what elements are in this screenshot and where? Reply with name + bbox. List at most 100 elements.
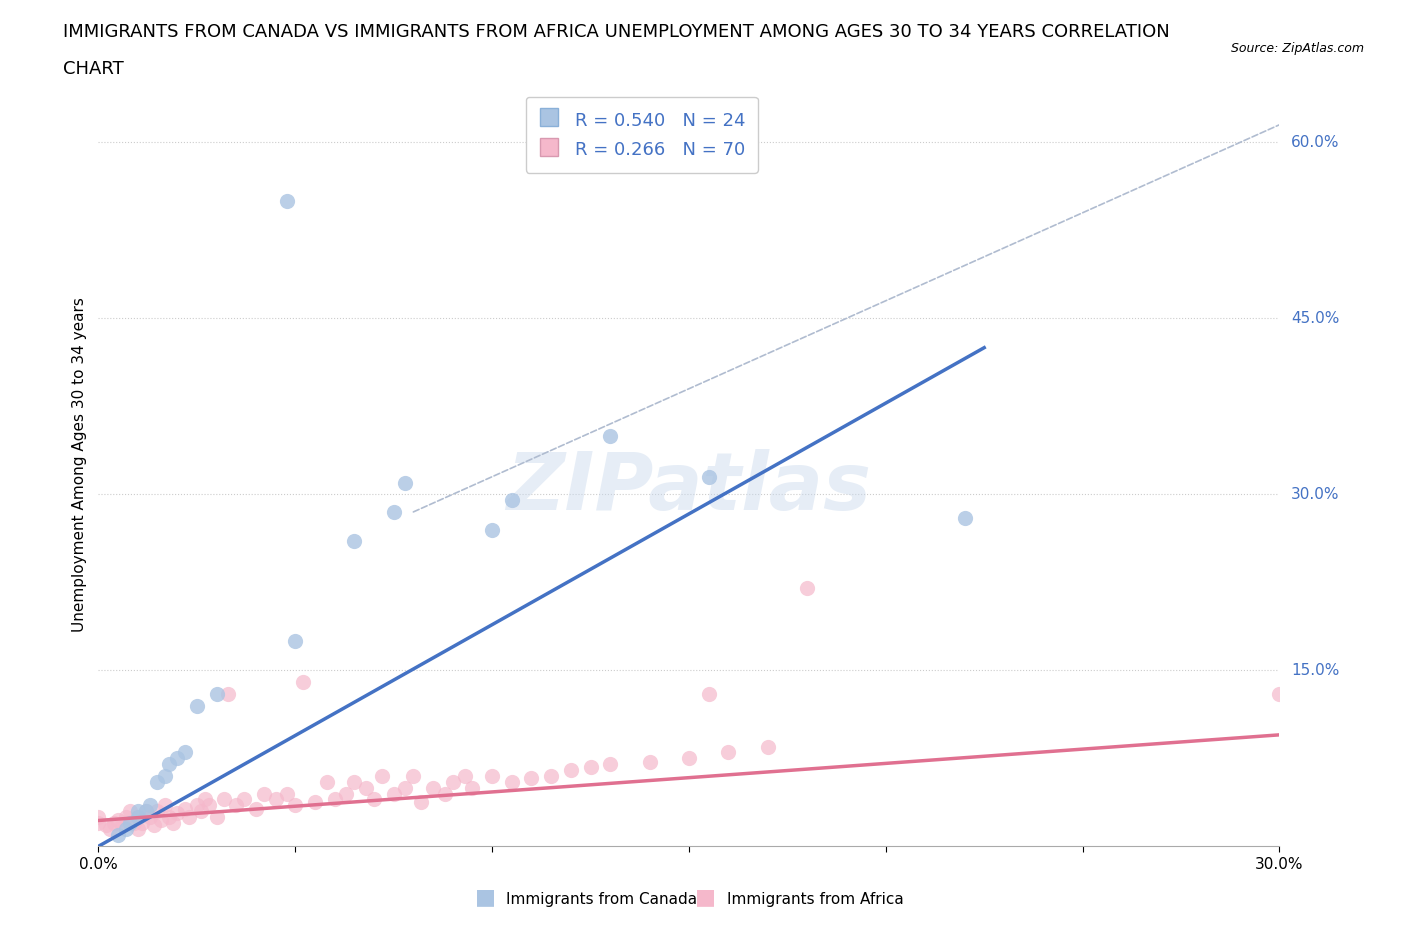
Point bbox=[276, 193, 298, 208]
Point bbox=[107, 813, 129, 828]
Point bbox=[501, 493, 523, 508]
Point bbox=[118, 816, 141, 830]
Text: Immigrants from Canada: Immigrants from Canada bbox=[506, 892, 697, 907]
Point bbox=[135, 804, 157, 818]
Point bbox=[481, 768, 503, 783]
Point bbox=[796, 580, 818, 595]
Point bbox=[87, 816, 110, 830]
Point bbox=[394, 780, 416, 795]
Point bbox=[127, 804, 149, 818]
Point bbox=[118, 804, 141, 818]
Point bbox=[382, 504, 405, 519]
Point bbox=[166, 751, 188, 765]
Point bbox=[127, 809, 149, 824]
Point bbox=[157, 757, 180, 772]
Point bbox=[131, 816, 153, 830]
Point bbox=[540, 768, 562, 783]
Point bbox=[214, 792, 236, 807]
Point bbox=[284, 798, 307, 813]
Point bbox=[343, 534, 366, 549]
Point bbox=[174, 745, 197, 760]
Point bbox=[115, 821, 138, 836]
Point bbox=[138, 798, 160, 813]
Point bbox=[402, 768, 425, 783]
Point bbox=[441, 775, 464, 790]
Point bbox=[1268, 686, 1291, 701]
Point bbox=[394, 475, 416, 490]
Text: ZIPatlas: ZIPatlas bbox=[506, 449, 872, 527]
Point bbox=[697, 686, 720, 701]
Point bbox=[135, 804, 157, 818]
Point bbox=[315, 775, 337, 790]
Point bbox=[87, 809, 110, 824]
Point bbox=[174, 802, 197, 817]
Point bbox=[138, 809, 160, 824]
Point bbox=[233, 792, 256, 807]
Point bbox=[304, 794, 326, 809]
Point bbox=[678, 751, 700, 765]
Point bbox=[599, 757, 621, 772]
Text: 60.0%: 60.0% bbox=[1291, 135, 1340, 150]
Point bbox=[264, 792, 287, 807]
Text: ■: ■ bbox=[475, 886, 495, 907]
Text: 30.0%: 30.0% bbox=[1291, 486, 1340, 502]
Point bbox=[103, 816, 125, 830]
Point bbox=[186, 798, 208, 813]
Text: Immigrants from Africa: Immigrants from Africa bbox=[727, 892, 904, 907]
Point bbox=[115, 809, 138, 824]
Text: 45.0%: 45.0% bbox=[1291, 311, 1340, 325]
Text: 15.0%: 15.0% bbox=[1291, 663, 1340, 678]
Point bbox=[697, 470, 720, 485]
Text: Source: ZipAtlas.com: Source: ZipAtlas.com bbox=[1230, 42, 1364, 55]
Point bbox=[363, 792, 385, 807]
Point bbox=[756, 739, 779, 754]
Point bbox=[107, 827, 129, 842]
Point bbox=[382, 786, 405, 801]
Point bbox=[245, 802, 267, 817]
Point bbox=[520, 771, 543, 786]
Point bbox=[162, 816, 184, 830]
Point bbox=[422, 780, 444, 795]
Point bbox=[599, 428, 621, 443]
Point bbox=[157, 809, 180, 824]
Point bbox=[453, 768, 475, 783]
Point bbox=[142, 817, 165, 832]
Point bbox=[343, 775, 366, 790]
Point bbox=[354, 780, 377, 795]
Point bbox=[186, 698, 208, 713]
Y-axis label: Unemployment Among Ages 30 to 34 years: Unemployment Among Ages 30 to 34 years bbox=[72, 298, 87, 632]
Point bbox=[111, 817, 134, 832]
Point bbox=[127, 809, 149, 824]
Point bbox=[155, 768, 177, 783]
Point bbox=[98, 821, 121, 836]
Point bbox=[276, 786, 298, 801]
Point bbox=[146, 775, 169, 790]
Point bbox=[225, 798, 247, 813]
Point bbox=[579, 759, 602, 774]
Point bbox=[253, 786, 276, 801]
Point bbox=[433, 786, 456, 801]
Point bbox=[177, 809, 200, 824]
Point bbox=[205, 686, 228, 701]
Point bbox=[335, 786, 357, 801]
Point bbox=[481, 522, 503, 537]
Point bbox=[155, 798, 177, 813]
Text: ■: ■ bbox=[696, 886, 716, 907]
Point bbox=[717, 745, 740, 760]
Point bbox=[197, 798, 219, 813]
Point bbox=[461, 780, 484, 795]
Point bbox=[166, 806, 188, 821]
Point bbox=[411, 794, 433, 809]
Point bbox=[150, 813, 173, 828]
Point bbox=[638, 754, 661, 769]
Point bbox=[96, 817, 118, 832]
Point bbox=[323, 792, 346, 807]
Point bbox=[501, 775, 523, 790]
Point bbox=[560, 763, 582, 777]
Point bbox=[127, 821, 149, 836]
Point bbox=[190, 804, 212, 818]
Point bbox=[205, 809, 228, 824]
Legend: R = 0.540   N = 24, R = 0.266   N = 70: R = 0.540 N = 24, R = 0.266 N = 70 bbox=[526, 97, 758, 173]
Point bbox=[953, 511, 976, 525]
Text: CHART: CHART bbox=[63, 60, 124, 78]
